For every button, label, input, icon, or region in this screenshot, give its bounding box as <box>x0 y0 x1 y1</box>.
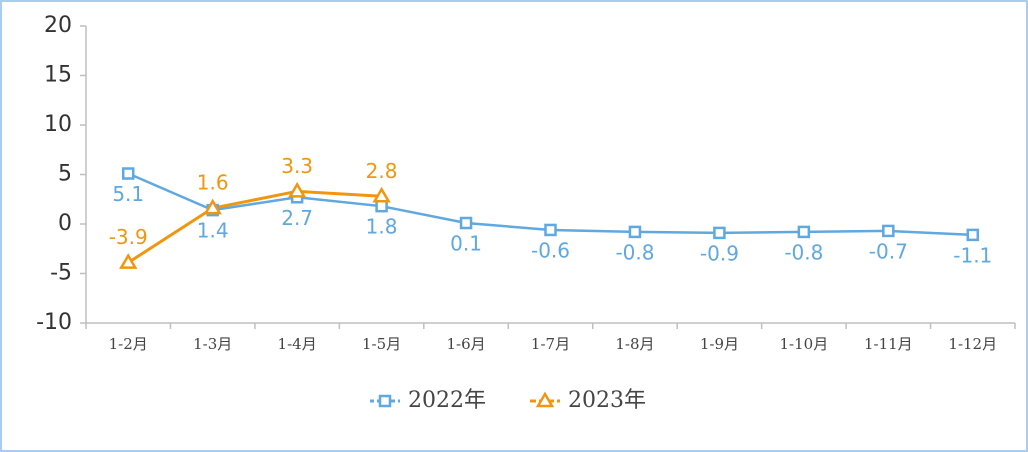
marker <box>121 167 135 180</box>
data-label: -0.8 <box>615 240 654 264</box>
legend-item: 2023年 <box>530 388 646 413</box>
x-tick-label: 1-5月 <box>362 335 401 353</box>
marker <box>797 225 811 239</box>
legend-label: 2023年 <box>568 388 646 413</box>
marker <box>882 224 895 238</box>
data-label: 2.7 <box>281 206 313 230</box>
legend-marker <box>535 391 555 408</box>
x-tick-label: 1-4月 <box>278 335 317 353</box>
y-tick-label: -10 <box>36 310 72 335</box>
marker <box>459 216 473 230</box>
data-label: 3.3 <box>281 154 313 178</box>
data-label: 1.6 <box>197 171 229 195</box>
marker <box>203 198 222 215</box>
legend-marker <box>378 394 392 408</box>
data-label: 0.1 <box>450 232 482 256</box>
data-label: -0.9 <box>700 241 739 265</box>
x-tick-label: 1-12月 <box>948 335 997 353</box>
x-tick-label: 1-8月 <box>615 335 654 353</box>
marker <box>628 225 642 239</box>
y-tick-label: 0 <box>58 211 72 236</box>
marker <box>119 253 138 269</box>
data-label: 1.4 <box>197 219 229 243</box>
marker <box>287 181 307 198</box>
x-tick-label: 1-9月 <box>700 335 739 353</box>
marker <box>713 226 726 240</box>
x-tick-label: 1-10月 <box>780 335 829 353</box>
legend-item: 2022年 <box>370 388 486 413</box>
data-label: 1.8 <box>366 215 398 239</box>
marker <box>966 228 980 242</box>
y-tick-label: 10 <box>44 112 72 137</box>
data-label: -1.1 <box>953 243 992 267</box>
data-label: 5.1 <box>112 182 144 206</box>
x-tick-label: 1-11月 <box>864 335 913 353</box>
marker <box>372 186 391 203</box>
y-tick-label: 20 <box>44 13 72 38</box>
marker <box>375 199 388 213</box>
data-label: -0.8 <box>784 240 823 264</box>
data-label: 2.8 <box>366 159 398 183</box>
data-label: -0.7 <box>869 239 908 263</box>
marker <box>544 223 557 237</box>
y-tick-label: 5 <box>58 162 72 187</box>
x-tick-label: 1-2月 <box>109 335 148 353</box>
x-tick-label: 1-3月 <box>193 335 232 353</box>
data-label: -0.6 <box>531 238 570 262</box>
y-tick-label: 15 <box>44 63 72 88</box>
series-line <box>127 189 382 264</box>
legend-label: 2022年 <box>408 388 486 413</box>
x-tick-label: 1-6月 <box>446 335 485 353</box>
y-tick-label: -5 <box>50 261 72 286</box>
x-tick-label: 1-7月 <box>531 335 570 353</box>
data-label: -3.9 <box>109 225 148 249</box>
